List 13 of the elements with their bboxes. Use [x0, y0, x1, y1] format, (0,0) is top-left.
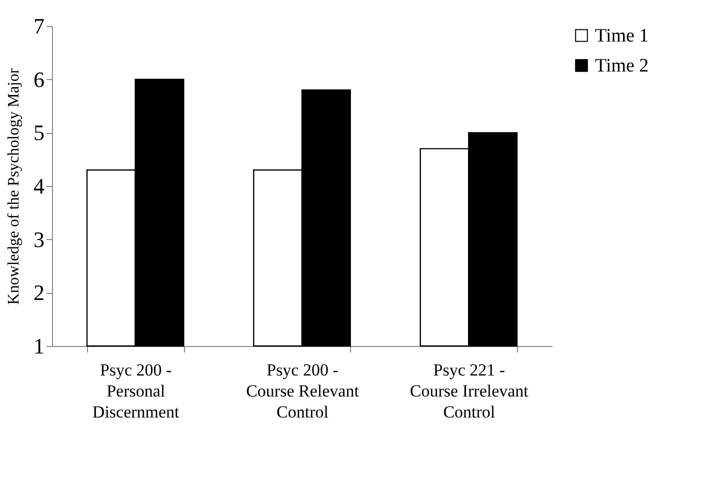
y-tick-label: 6 [34, 66, 44, 92]
y-tick-label: 4 [34, 174, 44, 198]
y-tick-label: 2 [34, 280, 44, 306]
y-tick-label: 1 [34, 334, 44, 358]
y-tick-label: 5 [34, 120, 44, 146]
x-tick-label: Psyc 200 - Course Relevant Control [246, 360, 360, 422]
legend-label: Time 2 [595, 56, 649, 76]
legend-label: Time 1 [595, 26, 649, 46]
x-tick-label: Psyc 200 - Personal Discernment [92, 360, 180, 422]
x-tick-label: Psyc 221 - Course Irrelevant Control [410, 360, 529, 422]
y-tick-label: 3 [34, 226, 44, 252]
y-tick-label: 7 [34, 14, 44, 38]
y-axis-title: Knowledge of the Psychology Major [6, 68, 22, 305]
